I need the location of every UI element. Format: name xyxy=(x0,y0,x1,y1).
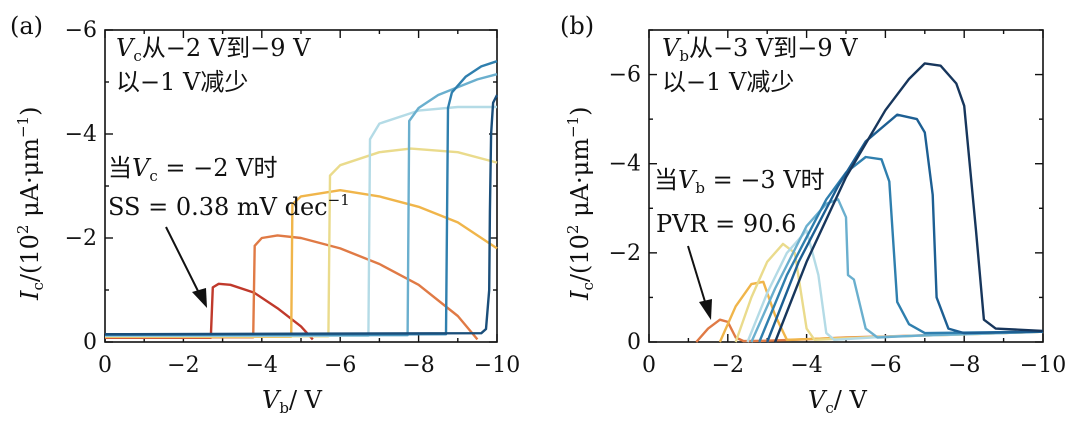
panel-a-ylabel-sub: c xyxy=(29,282,47,290)
panel-b-series-line-5 xyxy=(750,198,1044,343)
panel-b-ytick-label: −2 xyxy=(609,241,641,266)
panel-b-ytick-label: −4 xyxy=(609,152,641,177)
panel-a-ylabel-sup: 2 xyxy=(14,225,32,235)
panel-b-ylabel: Ic/(102 μA·μm−1) xyxy=(564,107,597,301)
panel-a-ylabel: Ic/(102 μA·μm−1) xyxy=(14,107,47,301)
panel-b-ylabel-sup: 2 xyxy=(564,225,582,235)
panel-a-xlabel-sym: V xyxy=(262,386,282,414)
panel-b-callout-line1: 当Vb = −3 V时 xyxy=(654,166,825,197)
panel-a-xtick-label: −8 xyxy=(402,353,434,378)
panel-a: (a) 0 −2 −4 −6 −8 −100−2−4−6 Vc从−2 V到−9 V 以−1… xyxy=(10,12,520,417)
panel-a-ylabel-close: ) xyxy=(16,107,44,116)
panel-b-ylabel-sym: I xyxy=(566,290,594,301)
panel-b-annotation-line1: Vb从−3 V到−9 V xyxy=(662,34,858,65)
panel-b-xlabel-sym: V xyxy=(808,386,828,414)
panel-b-callout-rest: = −3 V时 xyxy=(705,166,825,194)
panel-a-series-line-3 xyxy=(105,189,498,338)
panel-b: (b) 0 −2 −4 −6 −8 −100−2−4−6 Vb从−3 V到−9 V 以−1… xyxy=(560,12,1066,417)
panel-b-ytick-label: 0 xyxy=(627,330,641,355)
panel-a-callout-line2: SS = 0.38 mV dec−1 xyxy=(108,191,350,221)
panel-b-ylabel-sub: c xyxy=(579,282,597,290)
panel-a-xtick-label: −2 xyxy=(167,353,199,378)
panel-b-callout-prefix: 当 xyxy=(654,166,678,194)
panel-a-xtick-label: −4 xyxy=(246,353,278,378)
panel-a-xlabel: Vb/ V xyxy=(262,386,323,417)
panel-a-ytick-label: −6 xyxy=(65,18,97,43)
panel-b-xtick-label: −2 xyxy=(712,353,744,378)
panel-a-label: (a) xyxy=(10,12,43,40)
panel-b-ylabel-close: ) xyxy=(566,107,594,116)
panel-a-callout-line1: 当Vc = −2 V时 xyxy=(108,154,277,185)
panel-a-callout-arrow-shaft xyxy=(165,226,201,296)
panel-a-annotation-var: V xyxy=(116,34,136,62)
panel-a-series-line-8 xyxy=(104,94,499,336)
panel-a-ytick-label: −2 xyxy=(65,226,97,251)
panel-b-xtick-label: 0 xyxy=(642,353,656,378)
panel-a-ylabel-pre: /(10 xyxy=(16,234,44,282)
panel-b-xtick-label: −10 xyxy=(1020,353,1066,378)
panel-b-ylabel-pre: /(10 xyxy=(566,234,594,282)
panel-a-ytick-label: −4 xyxy=(65,122,97,147)
panel-b-xlabel: Vc/ V xyxy=(808,386,867,417)
panel-a-annotation-line2: 以−1 V减少 xyxy=(116,68,248,96)
panel-b-annotation-line2: 以−1 V减少 xyxy=(662,68,794,96)
panel-b-ticks: 0 −2 −4 −6 −8 −10 0 −2 −4 −6 xyxy=(609,29,1066,378)
panel-b-annotation-var-sub: b xyxy=(679,47,689,65)
panel-a-series xyxy=(104,60,499,341)
panel-b-ylabel-sup2: −1 xyxy=(564,116,582,138)
panel-a-xlabel-sub: b xyxy=(279,399,289,417)
panel-a-callout-rest: = −2 V时 xyxy=(158,154,278,182)
panel-a-callout-var-sub: c xyxy=(149,167,157,185)
panel-b-callout-var-sub: b xyxy=(695,179,705,197)
panel-a-callout-ss: SS = 0.38 mV dec xyxy=(108,193,328,221)
panel-b-xlabel-sub: c xyxy=(825,399,833,417)
panel-b-callout-line2: PVR = 90.6 xyxy=(656,210,796,238)
panel-a-callout-arrow-head xyxy=(192,288,207,308)
panel-b-xlabel-unit: / V xyxy=(834,386,868,414)
panel-b-callout-arrow-shaft xyxy=(687,245,707,306)
panel-a-callout-prefix: 当 xyxy=(108,154,132,182)
panel-a-ticks: 0 −2 −4 −6 −8 −10 0 −2 −4 −6 xyxy=(65,18,521,378)
panel-a-series-line-1 xyxy=(105,282,314,341)
panel-b-ylabel-post: μA·μm xyxy=(566,138,594,225)
panel-b-xtick-label: −4 xyxy=(790,353,822,378)
panel-a-ytick-label: 0 xyxy=(83,330,97,355)
panel-b-xtick-label: −8 xyxy=(948,353,980,378)
panel-a-callout-var: V xyxy=(132,154,152,182)
panel-b-series-line-7 xyxy=(766,113,1044,343)
panel-a-ylabel-post: μA·μm xyxy=(16,138,44,225)
panel-a-ylabel-sym: I xyxy=(16,290,44,301)
panel-a-ylabel-sup2: −1 xyxy=(14,116,32,138)
panel-a-annotation-var-sub: c xyxy=(133,47,141,65)
panel-a-annotation-line1: Vc从−2 V到−9 V xyxy=(116,34,311,65)
panel-a-xtick-label: −10 xyxy=(474,353,520,378)
panel-b-series-line-6 xyxy=(758,155,1044,343)
panel-b-callout-var: V xyxy=(678,166,698,194)
panel-b-ytick-label: −6 xyxy=(609,63,641,88)
panel-b-series xyxy=(695,62,1044,343)
panel-b-callout-arrow-head xyxy=(699,299,712,320)
panel-a-xlabel-unit: / V xyxy=(289,386,323,414)
panel-a-xtick-label: −6 xyxy=(324,353,356,378)
panel-b-xtick-label: −6 xyxy=(869,353,901,378)
panel-b-series-line-8 xyxy=(773,62,1044,343)
panel-a-xtick-label: 0 xyxy=(98,353,112,378)
panel-b-annotation-var: V xyxy=(662,34,682,62)
panel-a-annotation-text1: 从−2 V到−9 V xyxy=(142,34,311,62)
panel-a-series-line-4 xyxy=(105,147,498,338)
panel-b-annotation-text1: 从−3 V到−9 V xyxy=(689,34,858,62)
panel-a-callout-ss-sup: −1 xyxy=(328,191,350,209)
panel-b-label: (b) xyxy=(560,12,594,40)
panel-a-series-line-2 xyxy=(105,234,479,341)
